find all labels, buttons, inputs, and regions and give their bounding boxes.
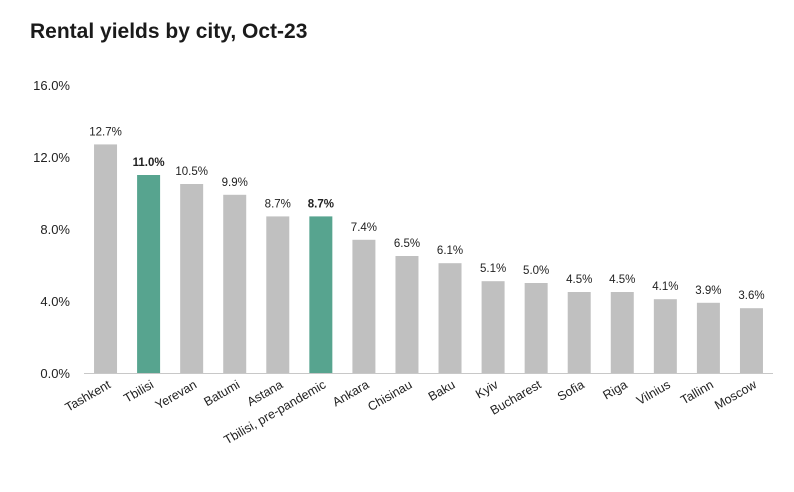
y-tick-label: 16.0% [33,78,70,93]
bar [266,216,290,373]
bar [610,292,634,373]
y-tick-label: 4.0% [40,294,70,309]
bar [438,263,462,373]
bar [223,194,247,373]
bar [653,299,677,373]
data-label: 3.9% [695,285,721,297]
data-label: 5.1% [480,263,506,275]
category-label: Ankara [330,377,371,409]
bar [309,216,333,373]
y-tick-label: 12.0% [33,150,70,165]
data-label: 9.9% [222,177,248,189]
bar [696,302,720,373]
bar [94,144,118,373]
bar [739,308,763,373]
category-label: Batumi [202,377,243,409]
bar [180,184,204,373]
category-label: Tallinn [678,377,716,407]
category-label: Sofia [555,377,587,403]
y-tick-label: 8.0% [40,222,70,237]
bar [137,175,161,373]
category-label: Baku [426,377,458,403]
category-label: Yerevan [153,377,199,412]
category-label: Tbilisi [121,377,156,405]
category-label: Moscow [712,377,760,413]
data-label: 6.5% [394,238,420,250]
bar [352,239,376,373]
bar [481,281,505,373]
chart-title: Rental yields by city, Oct-23 [30,20,308,43]
data-label: 4.5% [609,274,635,286]
y-tick-label: 0.0% [40,366,70,381]
data-label: 12.7% [89,126,122,138]
data-label: 8.7% [265,198,291,210]
data-label: 5.0% [523,265,549,277]
category-label: Vilnius [634,377,673,407]
data-label: 8.7% [308,198,334,210]
bar [524,283,548,373]
data-label: 3.6% [738,290,764,302]
category-label: Tashkent [63,377,114,414]
data-label: 4.5% [566,274,592,286]
data-label: 11.0% [133,157,165,169]
category-label: Chisinau [365,377,414,413]
data-label: 6.1% [437,245,463,257]
bar [395,256,419,373]
category-label: Kyiv [473,377,501,401]
category-label: Riga [601,377,630,402]
data-label: 7.4% [351,222,377,234]
bar [567,292,591,373]
data-label: 4.1% [652,281,678,293]
data-label: 10.5% [175,166,208,178]
